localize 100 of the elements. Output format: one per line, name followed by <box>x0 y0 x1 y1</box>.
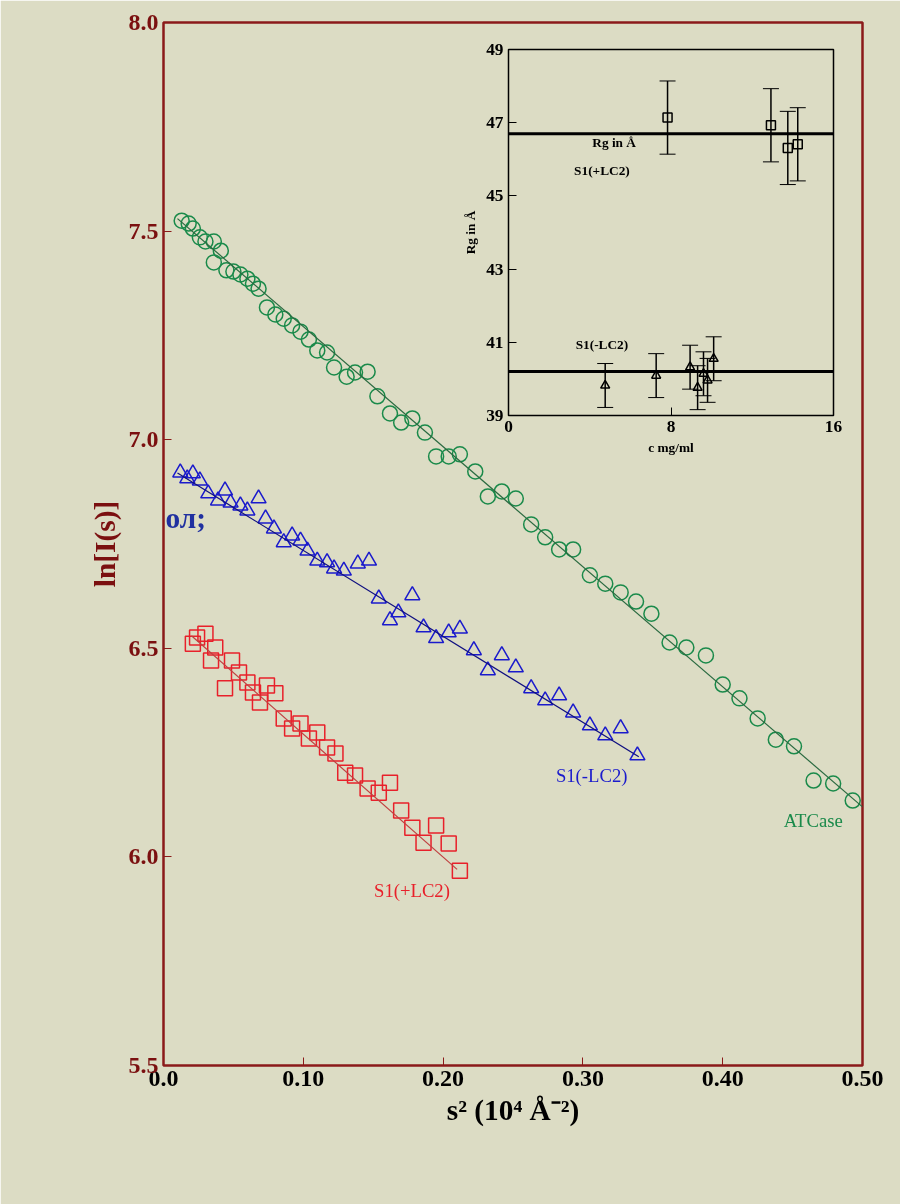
annotation: S1(+LC2) <box>574 162 630 178</box>
point <box>564 541 582 558</box>
point <box>612 584 629 601</box>
y-tick-label: 41 <box>486 332 504 352</box>
point <box>416 424 434 441</box>
series-label: S1(-LC2) <box>555 764 628 787</box>
point <box>708 352 719 363</box>
point <box>381 610 399 626</box>
point <box>415 618 432 633</box>
point <box>467 463 484 480</box>
point <box>599 379 611 389</box>
point <box>250 280 267 297</box>
point <box>309 342 326 359</box>
point <box>180 215 197 232</box>
point <box>731 690 748 707</box>
point <box>292 715 309 732</box>
point <box>404 819 421 836</box>
x-tick-label: 0.40 <box>701 1064 744 1091</box>
point <box>369 388 386 405</box>
point <box>251 694 269 711</box>
point <box>232 496 249 511</box>
point <box>702 374 713 384</box>
point <box>309 724 326 741</box>
point <box>257 509 274 524</box>
point <box>283 526 301 541</box>
point <box>440 448 457 465</box>
point <box>581 716 599 731</box>
point <box>404 585 421 601</box>
point <box>479 488 497 505</box>
x-axis-title: c mg/ml <box>648 439 695 455</box>
y-tick-label: 6.0 <box>128 843 159 870</box>
point <box>493 483 511 500</box>
point <box>392 802 410 819</box>
point <box>749 710 766 727</box>
point <box>191 471 209 486</box>
point <box>336 764 354 781</box>
point <box>844 792 861 809</box>
annotation: Rg in Å <box>592 135 637 151</box>
point <box>244 684 262 701</box>
point <box>404 410 421 427</box>
point <box>507 490 525 507</box>
point <box>267 685 284 702</box>
point <box>239 501 256 516</box>
point <box>765 120 777 131</box>
y-tick-label: 45 <box>486 186 504 206</box>
point <box>209 491 227 506</box>
point <box>197 625 214 642</box>
point <box>359 363 376 380</box>
point <box>714 676 731 693</box>
point <box>346 364 364 381</box>
point <box>327 745 344 762</box>
point <box>300 730 318 747</box>
point <box>451 862 469 879</box>
point <box>785 738 803 755</box>
point <box>643 605 660 622</box>
y-tick-label: 47 <box>486 113 504 133</box>
y-axis-title: Rg in Å <box>463 210 479 255</box>
point <box>184 464 202 479</box>
y-tick-label: 43 <box>486 259 504 279</box>
point <box>581 567 599 584</box>
point <box>199 484 217 499</box>
point <box>684 361 696 371</box>
point <box>299 541 316 556</box>
point <box>300 331 318 348</box>
point <box>197 233 214 250</box>
point <box>782 142 794 154</box>
point <box>360 551 378 566</box>
point <box>564 703 582 718</box>
point <box>292 531 309 546</box>
x-tick-label: 16 <box>824 416 843 436</box>
point <box>205 254 223 271</box>
x-tick-label: 0.50 <box>841 1064 884 1091</box>
point <box>258 299 276 316</box>
annotation: ол; <box>165 501 206 534</box>
point <box>179 469 196 484</box>
point <box>479 661 497 676</box>
x-axis-title: s² (10⁴ Å⁻²) <box>446 1093 580 1127</box>
point <box>202 652 220 669</box>
point <box>661 634 678 651</box>
point <box>427 817 445 834</box>
point <box>318 344 336 361</box>
point <box>536 691 554 706</box>
series-label: S1(+LC2) <box>374 879 450 902</box>
point <box>440 835 457 852</box>
y-tick-label: 7.5 <box>128 217 159 244</box>
point <box>370 784 388 801</box>
point <box>805 772 822 789</box>
point <box>318 739 336 756</box>
series-label: ATCase <box>783 809 843 831</box>
point <box>522 678 540 694</box>
x-tick-label: 0 <box>504 416 513 436</box>
point <box>427 448 445 465</box>
point <box>390 603 407 618</box>
point <box>275 710 292 727</box>
point <box>415 834 432 851</box>
point <box>662 112 673 123</box>
point <box>250 489 267 504</box>
y-tick-label: 7.0 <box>128 426 159 453</box>
point <box>427 628 445 644</box>
point <box>230 664 248 681</box>
